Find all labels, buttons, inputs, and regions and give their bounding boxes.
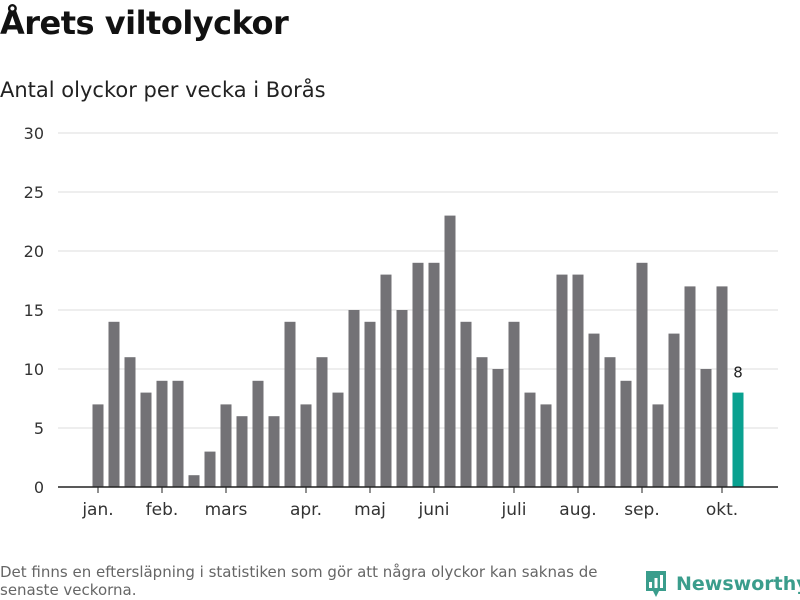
bar-week-21 [412, 262, 424, 487]
bar-chart: 0 5 10 15 20 25 30 8 jan. feb. mars apr. maj juni juli… [24, 124, 778, 520]
bar-week-13 [284, 321, 296, 487]
x-tick-label-juni: juni [418, 500, 450, 520]
newsworthy-icon [646, 571, 666, 597]
x-tick-label-juli: juli [501, 500, 527, 520]
bar-week-29 [540, 404, 552, 487]
x-tick-label-jan.: jan. [81, 500, 113, 520]
x-tick-label-mars: mars [205, 500, 248, 520]
y-tick-label-25: 25 [24, 183, 44, 202]
y-tick-label-5: 5 [34, 419, 44, 438]
bar-week-19 [380, 274, 392, 487]
x-tick-label-sep.: sep. [624, 500, 660, 520]
bar-week-16 [332, 392, 344, 487]
x-tick-label-aug.: aug. [559, 500, 596, 520]
brand-name: Newsworthy [676, 573, 800, 595]
bar-week-39 [700, 369, 712, 487]
bar-week-41 [732, 392, 744, 487]
y-tick-label-30: 30 [24, 124, 44, 143]
y-tick-label-20: 20 [24, 242, 44, 261]
bar-week-10 [236, 416, 248, 487]
x-tick-label-feb.: feb. [146, 500, 179, 520]
bar-week-20 [396, 310, 408, 487]
bar-week-14 [300, 404, 312, 487]
bar-week-1 [92, 404, 104, 487]
bar-week-40 [716, 286, 728, 487]
bar-week-22 [428, 262, 440, 487]
bar-week-31 [572, 274, 584, 487]
bar-week-36 [652, 404, 664, 487]
bar-week-3 [124, 357, 136, 487]
chart-title: Årets viltolyckor [0, 4, 289, 42]
x-tick-label-apr.: apr. [290, 500, 322, 520]
x-tick-label-maj: maj [354, 500, 386, 520]
bar-week-25 [476, 357, 488, 487]
bar-week-2 [108, 321, 120, 487]
data-label-highlight: 8 [733, 364, 743, 382]
bar-week-4 [140, 392, 152, 487]
bar-week-35 [636, 262, 648, 487]
x-tick-label-okt.: okt. [706, 500, 738, 520]
bar-week-7 [188, 475, 200, 487]
y-tick-label-15: 15 [24, 301, 44, 320]
bar-week-17 [348, 310, 360, 487]
bar-week-6 [172, 380, 184, 487]
brand-logo: Newsworthy [644, 569, 800, 599]
bar-week-37 [668, 333, 680, 487]
bar-week-8 [204, 451, 216, 487]
bar-week-26 [492, 369, 504, 487]
bar-week-24 [460, 321, 472, 487]
bar-week-28 [524, 392, 536, 487]
footnote: Det finns en eftersläpning i statistiken… [0, 563, 598, 599]
bar-week-33 [604, 357, 616, 487]
bar-week-27 [508, 321, 520, 487]
y-tick-label-10: 10 [24, 360, 44, 379]
bar-week-15 [316, 357, 328, 487]
bar-week-34 [620, 380, 632, 487]
bar-week-38 [684, 286, 696, 487]
chart-subtitle: Antal olyckor per vecka i Borås [0, 78, 326, 102]
bar-week-30 [556, 274, 568, 487]
bar-week-18 [364, 321, 376, 487]
bar-week-5 [156, 380, 168, 487]
bar-week-12 [268, 416, 280, 487]
y-tick-label-0: 0 [34, 478, 44, 497]
bar-week-11 [252, 380, 264, 487]
bar-week-9 [220, 404, 232, 487]
bar-week-32 [588, 333, 600, 487]
bar-week-23 [444, 215, 456, 487]
